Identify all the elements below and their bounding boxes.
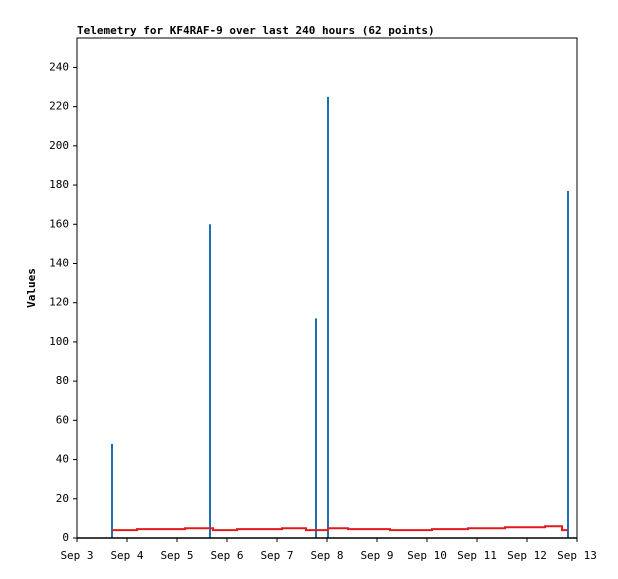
x-tick-label: Sep 6 — [210, 549, 243, 562]
x-tick-label: Sep 9 — [360, 549, 393, 562]
y-tick-label: 40 — [56, 453, 69, 466]
y-axis-label: Values — [25, 268, 38, 308]
y-tick-label: 160 — [49, 217, 69, 230]
x-tick-label: Sep 10 — [407, 549, 447, 562]
x-tick-label: Sep 8 — [310, 549, 343, 562]
x-tick-label: Sep 11 — [457, 549, 497, 562]
y-tick-label: 140 — [49, 256, 69, 269]
y-tick-label: 180 — [49, 178, 69, 191]
x-tick-label: Sep 3 — [60, 549, 93, 562]
x-tick-label: Sep 5 — [160, 549, 193, 562]
x-tick-label: Sep 7 — [260, 549, 293, 562]
y-tick-label: 240 — [49, 60, 69, 73]
x-tick-label: Sep 13 — [557, 549, 597, 562]
y-tick-label: 220 — [49, 100, 69, 113]
x-tick-label: Sep 4 — [110, 549, 143, 562]
step-line — [112, 525, 568, 532]
y-tick-label: 80 — [56, 374, 69, 387]
y-tick-label: 200 — [49, 139, 69, 152]
y-tick-label: 0 — [62, 531, 69, 544]
x-tick-label: Sep 12 — [507, 549, 547, 562]
chart-title: Telemetry for KF4RAF-9 over last 240 hou… — [77, 24, 435, 37]
y-tick-label: 60 — [56, 413, 69, 426]
y-tick-label: 100 — [49, 335, 69, 348]
y-tick-label: 20 — [56, 492, 69, 505]
y-tick-label: 120 — [49, 296, 69, 309]
